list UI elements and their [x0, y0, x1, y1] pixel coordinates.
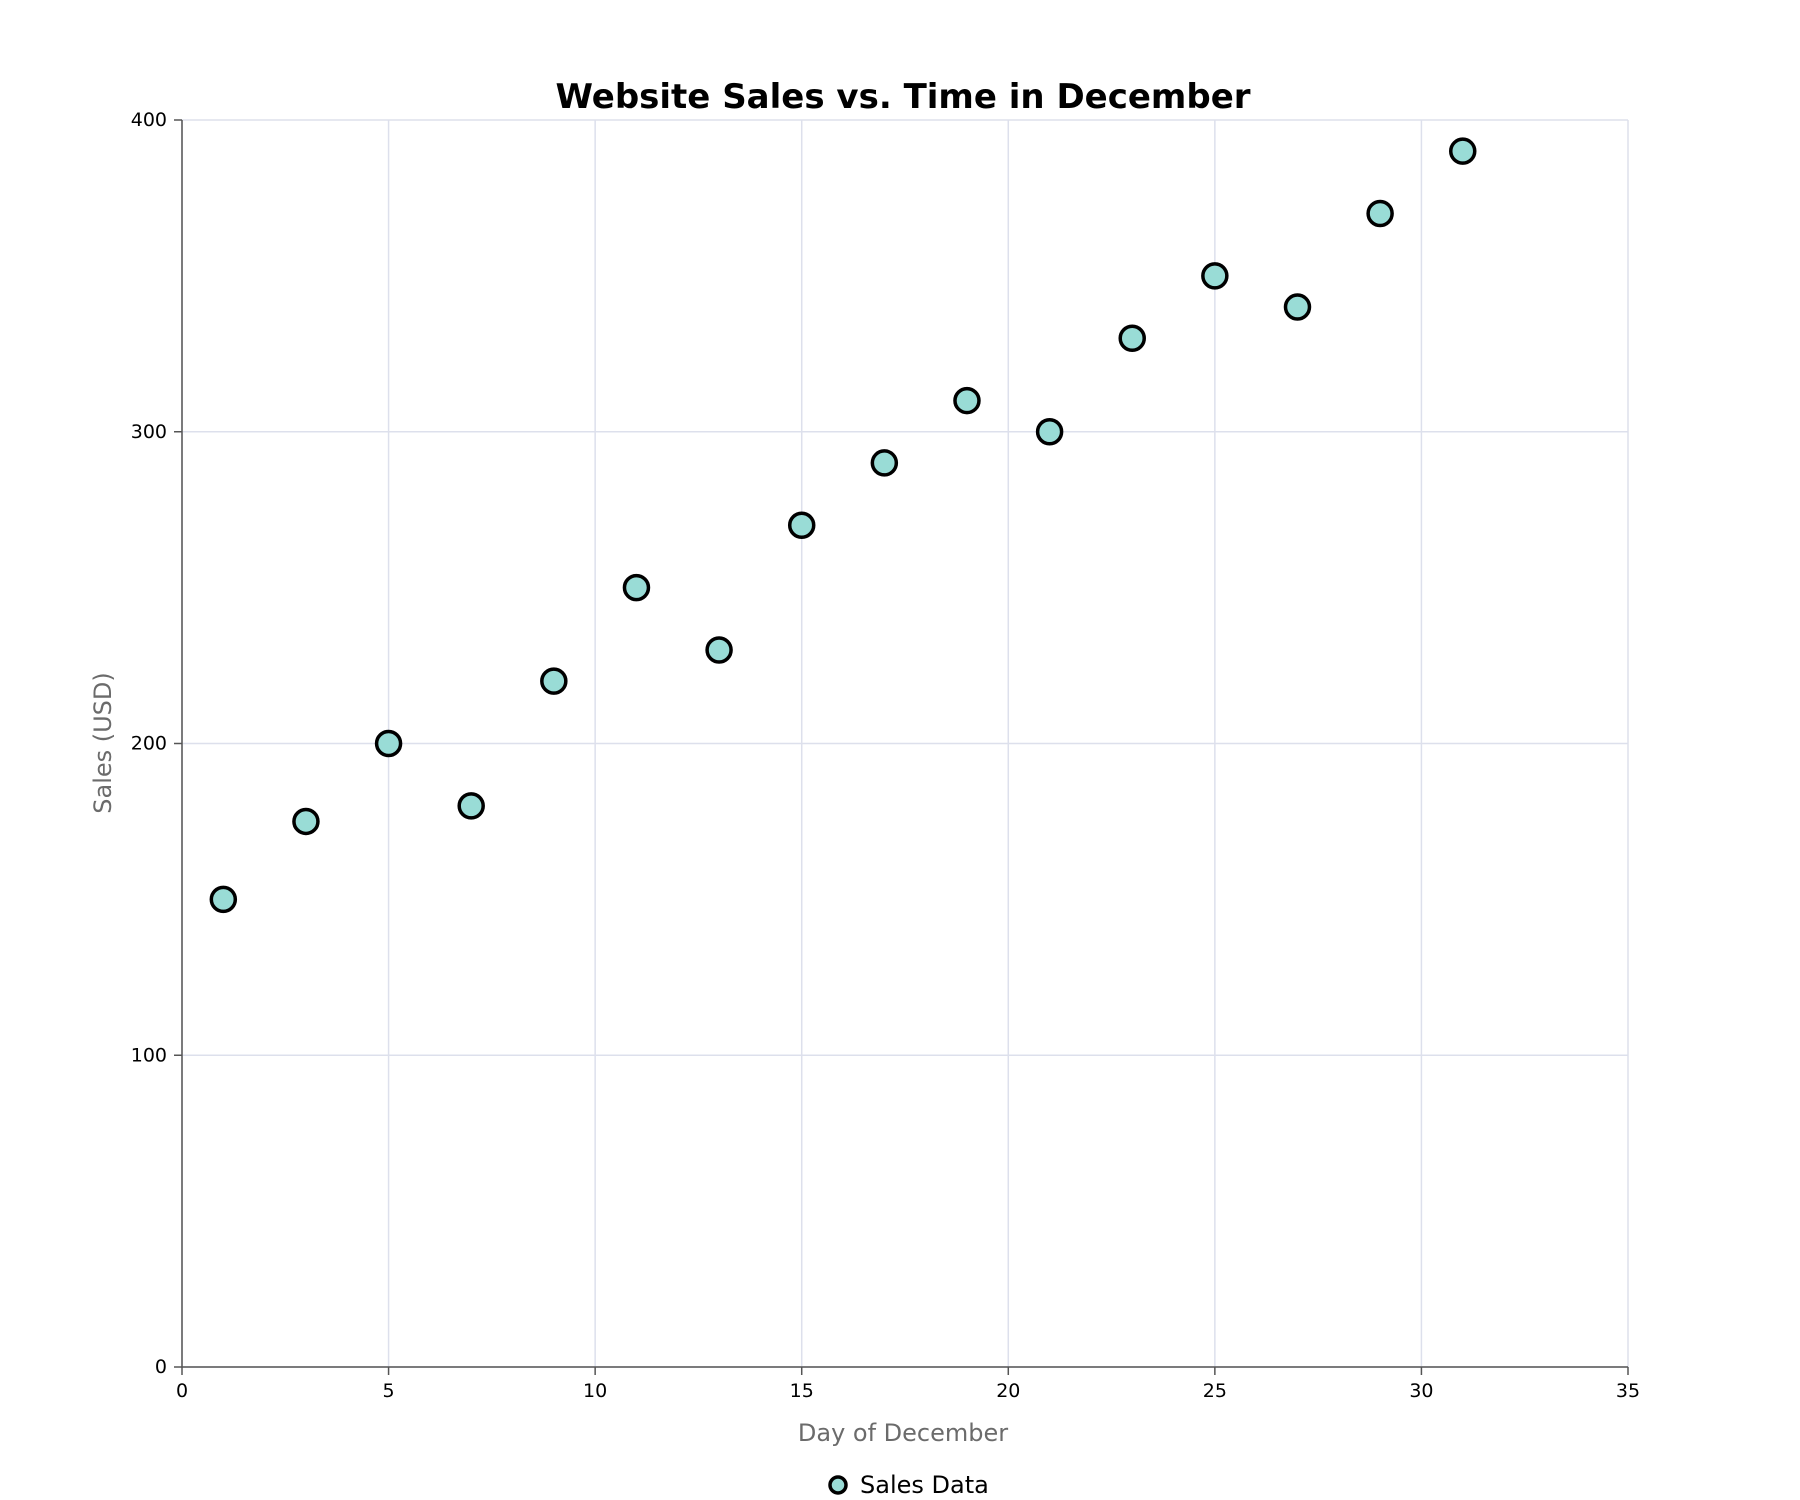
data-point: [1283, 293, 1312, 321]
y-axis-label: Sales (USD): [89, 672, 117, 814]
data-point: [953, 386, 981, 415]
data-point: [457, 792, 485, 820]
data-point: [209, 885, 238, 914]
x-tick-label: 25: [1203, 1380, 1227, 1402]
data-point: [1035, 418, 1064, 446]
y-tick-label: 400: [131, 109, 167, 131]
x-tick-label: 30: [1409, 1380, 1433, 1402]
data-point: [787, 511, 816, 540]
data-point: [1448, 137, 1477, 165]
x-tick-label: 20: [996, 1380, 1020, 1402]
grid: [181, 119, 1629, 1368]
legend-marker: [828, 1475, 848, 1495]
x-ticks: 0 5 10 15 20 25 30 35: [176, 1367, 1640, 1402]
x-tick-label: 10: [583, 1380, 607, 1402]
data-point: [1366, 199, 1394, 228]
x-tick-label: 5: [383, 1380, 395, 1402]
y-tick-label: 100: [131, 1044, 167, 1066]
y-ticks: 0 100 200 300 400: [131, 109, 182, 1378]
data-point: [870, 449, 899, 477]
x-tick-label: 0: [176, 1380, 188, 1402]
data-point: [374, 729, 403, 758]
legend-label: Sales Data: [860, 1471, 989, 1499]
data-point: [1118, 324, 1146, 352]
data-point: [1201, 262, 1229, 290]
data-point: [292, 807, 320, 836]
data-point: [705, 636, 733, 664]
data-point: [540, 667, 568, 695]
chart-title: Website Sales vs. Time in December: [555, 77, 1250, 117]
y-tick-label: 300: [131, 421, 167, 443]
legend: Sales Data: [828, 1471, 989, 1499]
y-tick-label: 0: [155, 1356, 167, 1378]
x-axis-label: Day of December: [798, 1419, 1008, 1447]
y-tick-label: 200: [131, 733, 167, 755]
x-tick-label: 35: [1616, 1380, 1640, 1402]
data-points: [209, 137, 1477, 914]
x-tick-label: 15: [790, 1380, 814, 1402]
data-point: [622, 573, 651, 602]
